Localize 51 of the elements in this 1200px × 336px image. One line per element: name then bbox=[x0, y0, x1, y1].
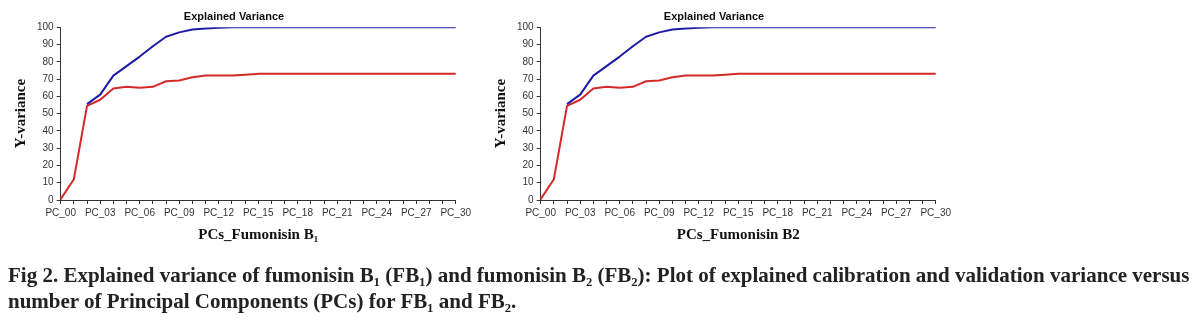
x-tick-label: PC_03 bbox=[84, 206, 116, 218]
y-tick-label: 80 bbox=[522, 55, 535, 67]
x-tick-label: PC_18 bbox=[762, 206, 794, 218]
x-tick-label: PC_18 bbox=[282, 206, 314, 218]
y-tick-label: 70 bbox=[42, 72, 55, 84]
y-tick-label: 90 bbox=[522, 38, 535, 50]
y-tick-label: 30 bbox=[522, 141, 535, 153]
y-tick-label: 10 bbox=[42, 176, 55, 188]
x-tick-label: PC_21 bbox=[321, 206, 353, 218]
y-tick-label: 60 bbox=[42, 90, 55, 102]
x-tick-label: PC_24 bbox=[361, 206, 393, 218]
y-tick-label: 30 bbox=[42, 141, 55, 153]
y-tick-label: 80 bbox=[42, 55, 55, 67]
y-tick-label: 100 bbox=[37, 20, 55, 32]
chart-title: Explained Variance bbox=[183, 9, 285, 22]
caption: Fig 2. Explained variance of fumonisin B₁ (FB₁) and fumonisin B₂ (FB₂): Plot of explained calibration and validation variance versus number of Principal Components (PCs) for FB₁ and FB₂. bbox=[8, 262, 1191, 315]
y-axis-title: Y-variance bbox=[11, 78, 28, 149]
x-tick-label: PC_12 bbox=[683, 206, 715, 218]
x-axis-title: PCs_Fumonisin B₁ bbox=[198, 225, 319, 242]
y-tick-label: 20 bbox=[522, 159, 535, 171]
x-tick-label: PC_21 bbox=[801, 206, 833, 218]
x-tick-label: PC_15 bbox=[722, 206, 754, 218]
x-tick-label: PC_03 bbox=[564, 206, 596, 218]
x-tick-label: PC_00 bbox=[525, 206, 557, 218]
x-tick-label: PC_12 bbox=[203, 206, 235, 218]
y-tick-label: 90 bbox=[42, 38, 55, 50]
x-tick-label: PC_30 bbox=[440, 206, 472, 218]
x-axis-title: PCs_Fumonisin B2 bbox=[676, 225, 800, 242]
y-tick-label: 0 bbox=[528, 193, 535, 205]
x-tick-label: PC_27 bbox=[400, 206, 432, 218]
x-tick-label: PC_09 bbox=[643, 206, 675, 218]
y-tick-label: 20 bbox=[42, 159, 55, 171]
y-tick-label: 10 bbox=[522, 176, 535, 188]
x-tick-label: PC_27 bbox=[880, 206, 912, 218]
x-tick-label: PC_06 bbox=[124, 206, 156, 218]
x-tick-label: PC_00 bbox=[45, 206, 77, 218]
y-tick-label: 40 bbox=[42, 124, 55, 136]
chart-title: Explained Variance bbox=[663, 9, 765, 22]
x-tick-label: PC_30 bbox=[920, 206, 952, 218]
x-tick-label: PC_06 bbox=[604, 206, 636, 218]
y-tick-label: 100 bbox=[517, 20, 535, 32]
y-tick-label: 0 bbox=[48, 193, 55, 205]
y-tick-label: 50 bbox=[522, 107, 535, 119]
y-tick-label: 70 bbox=[522, 72, 535, 84]
x-tick-label: PC_15 bbox=[242, 206, 274, 218]
y-tick-label: 50 bbox=[42, 107, 55, 119]
x-tick-label: PC_24 bbox=[841, 206, 873, 218]
y-axis-title: Y-variance bbox=[491, 78, 508, 149]
x-tick-label: PC_09 bbox=[163, 206, 195, 218]
y-tick-label: 60 bbox=[522, 90, 535, 102]
y-tick-label: 40 bbox=[522, 124, 535, 136]
